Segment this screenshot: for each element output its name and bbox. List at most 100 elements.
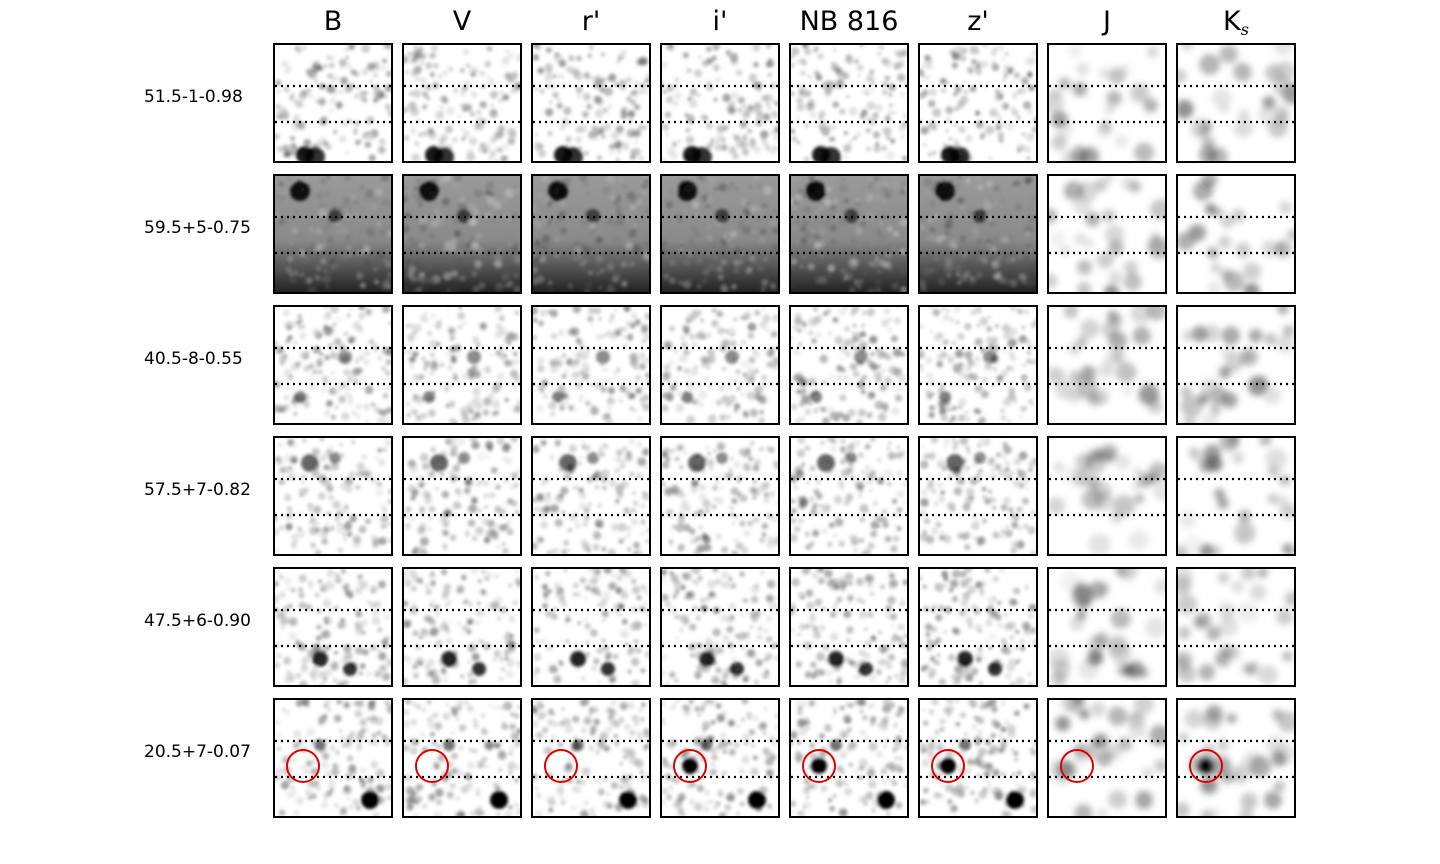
cutout-stamp bbox=[531, 567, 651, 687]
cutout-image bbox=[1178, 45, 1294, 161]
band-label: NB 816 bbox=[799, 6, 899, 37]
cutout-stamp bbox=[1176, 43, 1296, 163]
cutout-stamp bbox=[273, 436, 393, 556]
cutout-image bbox=[920, 438, 1036, 554]
cutout-image bbox=[1049, 45, 1165, 161]
cutout-image bbox=[1178, 307, 1294, 423]
cutout-stamp bbox=[918, 436, 1038, 556]
cutout-image bbox=[920, 307, 1036, 423]
cutout-stamp bbox=[660, 174, 780, 294]
cutout-stamp bbox=[789, 43, 909, 163]
cutout-stamp bbox=[789, 567, 909, 687]
cutout-image bbox=[791, 45, 907, 161]
cutout-stamp bbox=[1047, 698, 1167, 818]
band-label: i' bbox=[712, 6, 728, 37]
cutout-image bbox=[1049, 700, 1165, 816]
cutout-image bbox=[275, 307, 391, 423]
cutout-image bbox=[1178, 569, 1294, 685]
cutout-image bbox=[791, 700, 907, 816]
cutout-image bbox=[662, 569, 778, 685]
cutout-stamp bbox=[660, 305, 780, 425]
cutout-image bbox=[533, 438, 649, 554]
cutout-image bbox=[791, 569, 907, 685]
cutout-image bbox=[920, 45, 1036, 161]
object-label: 47.5+6-0.90 bbox=[144, 611, 251, 631]
object-label: 40.5-8-0.55 bbox=[144, 349, 243, 369]
cutout-stamp bbox=[402, 43, 522, 163]
cutout-image bbox=[1178, 700, 1294, 816]
cutout-image bbox=[662, 176, 778, 292]
cutout-stamp bbox=[531, 436, 651, 556]
band-label: B bbox=[323, 6, 343, 37]
cutout-image bbox=[920, 176, 1036, 292]
cutout-stamp bbox=[273, 305, 393, 425]
cutout-image bbox=[275, 569, 391, 685]
cutout-stamp bbox=[402, 698, 522, 818]
cutout-image bbox=[1049, 569, 1165, 685]
cutout-stamp bbox=[531, 43, 651, 163]
cutout-stamp bbox=[1176, 305, 1296, 425]
object-label: 51.5-1-0.98 bbox=[144, 87, 243, 107]
cutout-image bbox=[275, 176, 391, 292]
cutout-image bbox=[275, 438, 391, 554]
cutout-stamp bbox=[402, 436, 522, 556]
cutout-stamp bbox=[1176, 698, 1296, 818]
band-label: V bbox=[452, 6, 472, 37]
cutout-image bbox=[662, 700, 778, 816]
cutout-image bbox=[404, 176, 520, 292]
cutout-stamp bbox=[273, 174, 393, 294]
cutout-stamp bbox=[531, 305, 651, 425]
cutout-image bbox=[275, 45, 391, 161]
object-label: 57.5+7-0.82 bbox=[144, 480, 251, 500]
band-label: J bbox=[1103, 6, 1111, 37]
cutout-stamp bbox=[402, 305, 522, 425]
cutout-stamp bbox=[660, 698, 780, 818]
cutout-stamp bbox=[660, 567, 780, 687]
cutout-image bbox=[662, 307, 778, 423]
cutout-stamp bbox=[1047, 43, 1167, 163]
cutout-stamp bbox=[531, 698, 651, 818]
cutout-stamp bbox=[789, 436, 909, 556]
cutout-image bbox=[662, 438, 778, 554]
cutout-stamp bbox=[1047, 567, 1167, 687]
cutout-stamp bbox=[660, 43, 780, 163]
cutout-stamp bbox=[789, 698, 909, 818]
cutout-image bbox=[791, 307, 907, 423]
cutout-stamp bbox=[918, 174, 1038, 294]
cutout-stamp bbox=[918, 698, 1038, 818]
cutout-stamp bbox=[402, 174, 522, 294]
cutout-image bbox=[1049, 307, 1165, 423]
cutout-stamp bbox=[273, 698, 393, 818]
object-label: 59.5+5-0.75 bbox=[144, 218, 251, 238]
cutout-stamp bbox=[660, 436, 780, 556]
cutout-stamp bbox=[1047, 305, 1167, 425]
cutout-image bbox=[404, 307, 520, 423]
cutout-image bbox=[533, 307, 649, 423]
cutout-image bbox=[533, 569, 649, 685]
cutout-stamp bbox=[1047, 174, 1167, 294]
object-label: 20.5+7-0.07 bbox=[144, 742, 251, 762]
cutout-stamp bbox=[531, 174, 651, 294]
band-subscript: s bbox=[1240, 20, 1249, 39]
cutout-image bbox=[404, 45, 520, 161]
cutout-stamp bbox=[273, 43, 393, 163]
cutout-stamp bbox=[918, 43, 1038, 163]
cutout-image bbox=[791, 438, 907, 554]
cutout-stamp bbox=[1176, 174, 1296, 294]
cutout-stamp bbox=[918, 305, 1038, 425]
cutout-image bbox=[533, 45, 649, 161]
cutout-stamp bbox=[1176, 436, 1296, 556]
cutout-image bbox=[1049, 176, 1165, 292]
cutout-image bbox=[404, 438, 520, 554]
cutout-image bbox=[1049, 438, 1165, 554]
cutout-image bbox=[791, 176, 907, 292]
band-label: Ks bbox=[1223, 6, 1249, 39]
cutout-image bbox=[1178, 176, 1294, 292]
cutout-stamp bbox=[1047, 436, 1167, 556]
cutout-image bbox=[404, 700, 520, 816]
cutout-stamp bbox=[789, 174, 909, 294]
cutout-stamp bbox=[1176, 567, 1296, 687]
cutout-image bbox=[1178, 438, 1294, 554]
cutout-stamp bbox=[918, 567, 1038, 687]
